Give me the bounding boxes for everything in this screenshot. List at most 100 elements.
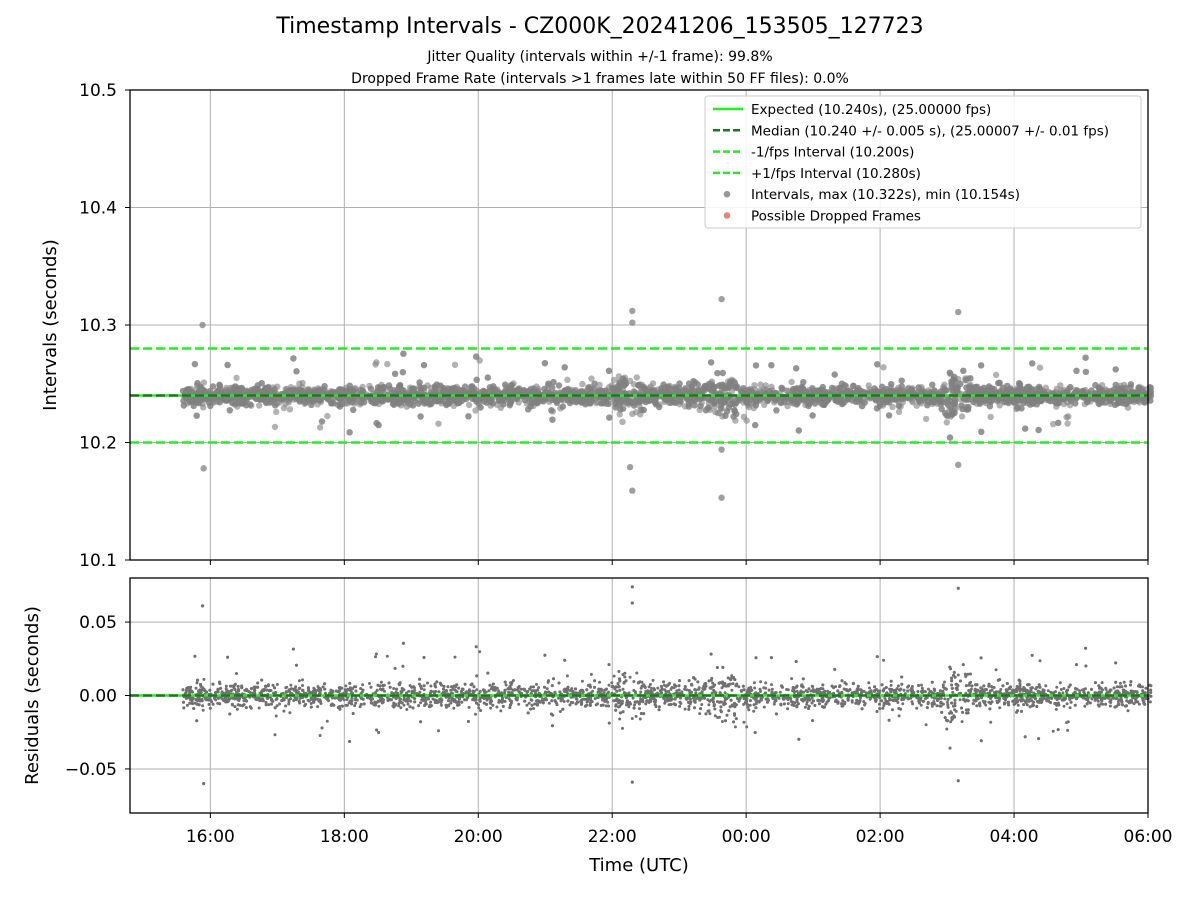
residual-point (618, 717, 622, 721)
interval-point (336, 403, 344, 410)
interval-point (793, 401, 800, 408)
interval-point (325, 396, 332, 403)
interval-point (477, 404, 484, 411)
interval-point (898, 377, 905, 384)
chart-subtitle-dropped: Dropped Frame Rate (intervals >1 frames … (351, 71, 849, 87)
residual-point (235, 672, 238, 675)
residual-point (752, 681, 756, 685)
residual-point (620, 699, 624, 703)
residual-point (565, 674, 569, 678)
interval-point (1127, 381, 1135, 388)
residual-point (698, 712, 702, 716)
residual-point (949, 720, 953, 724)
interval-point (553, 398, 560, 405)
interval-outlier-point (955, 461, 962, 469)
interval-point (541, 360, 549, 367)
residual-point (202, 677, 206, 681)
residual-point (1062, 704, 1066, 708)
interval-point (1036, 385, 1043, 392)
residual-point (1100, 681, 1104, 685)
residual-point (1016, 703, 1020, 707)
interval-point (992, 371, 1000, 379)
interval-point (1082, 354, 1089, 361)
interval-point (619, 418, 626, 425)
interval-point (707, 359, 715, 366)
interval-point (1050, 420, 1057, 428)
interval-point (296, 380, 303, 387)
interval-outlier-point (629, 307, 636, 315)
interval-point (324, 412, 331, 420)
interval-point (883, 385, 890, 393)
interval-point (564, 376, 571, 383)
residual-point (478, 689, 482, 693)
residual-point (606, 700, 610, 704)
chart-subtitle-jitter: Jitter Quality (intervals within +/-1 fr… (427, 49, 773, 65)
interval-point (793, 365, 800, 372)
interval-point (610, 376, 618, 384)
interval-outlier-point (626, 463, 634, 471)
residual-point (422, 688, 426, 692)
interval-point (946, 434, 954, 441)
interval-point (895, 402, 903, 410)
interval-point (316, 396, 323, 404)
interval-point (845, 396, 852, 403)
interval-point (889, 403, 896, 411)
interval-point (555, 382, 563, 389)
interval-point (229, 399, 236, 406)
interval-point (773, 407, 780, 414)
interval-outlier-point (200, 465, 207, 472)
residual-point (764, 681, 768, 685)
interval-point (719, 369, 726, 377)
interval-point (235, 399, 242, 407)
interval-point (582, 401, 589, 408)
interval-point (788, 397, 795, 404)
interval-point (1112, 366, 1119, 373)
interval-point (273, 408, 280, 416)
interval-point (465, 413, 472, 420)
interval-point (1134, 397, 1141, 404)
interval-point (929, 381, 936, 388)
interval-point (795, 427, 802, 434)
residual-point (805, 702, 809, 706)
interval-point (262, 385, 270, 392)
residual-point (517, 702, 521, 706)
residual-point (248, 691, 252, 694)
residual-point (989, 720, 993, 724)
interval-point (470, 385, 478, 392)
interval-point (196, 399, 203, 407)
interval-point (985, 383, 993, 390)
interval-point (708, 385, 715, 392)
residual-point (863, 703, 866, 707)
interval-point (373, 419, 380, 427)
bottom-residual-points (181, 585, 1153, 786)
interval-point (473, 376, 480, 383)
residual-point (630, 717, 634, 720)
interval-point (817, 386, 824, 394)
residual-point (316, 705, 320, 709)
interval-point (704, 404, 712, 412)
residual-point (449, 688, 453, 692)
interval-point (193, 412, 200, 419)
interval-point (1084, 398, 1091, 406)
residual-point (211, 682, 215, 686)
interval-point (778, 384, 785, 391)
interval-point (958, 413, 966, 420)
interval-point (559, 403, 566, 410)
interval-point (619, 405, 627, 412)
interval-point (952, 377, 959, 385)
interval-point (293, 368, 300, 375)
interval-point (416, 379, 423, 386)
interval-point (727, 401, 734, 408)
interval-point (271, 423, 279, 431)
interval-point (481, 388, 488, 396)
interval-point (731, 406, 738, 414)
interval-point (978, 428, 985, 435)
interval-outlier-point (718, 446, 725, 453)
interval-point (486, 384, 494, 391)
residual-point (437, 729, 440, 733)
interval-point (762, 382, 769, 389)
interval-point (487, 397, 494, 405)
residual-point (881, 706, 885, 710)
residual-point (271, 683, 275, 687)
interval-point (260, 396, 267, 403)
